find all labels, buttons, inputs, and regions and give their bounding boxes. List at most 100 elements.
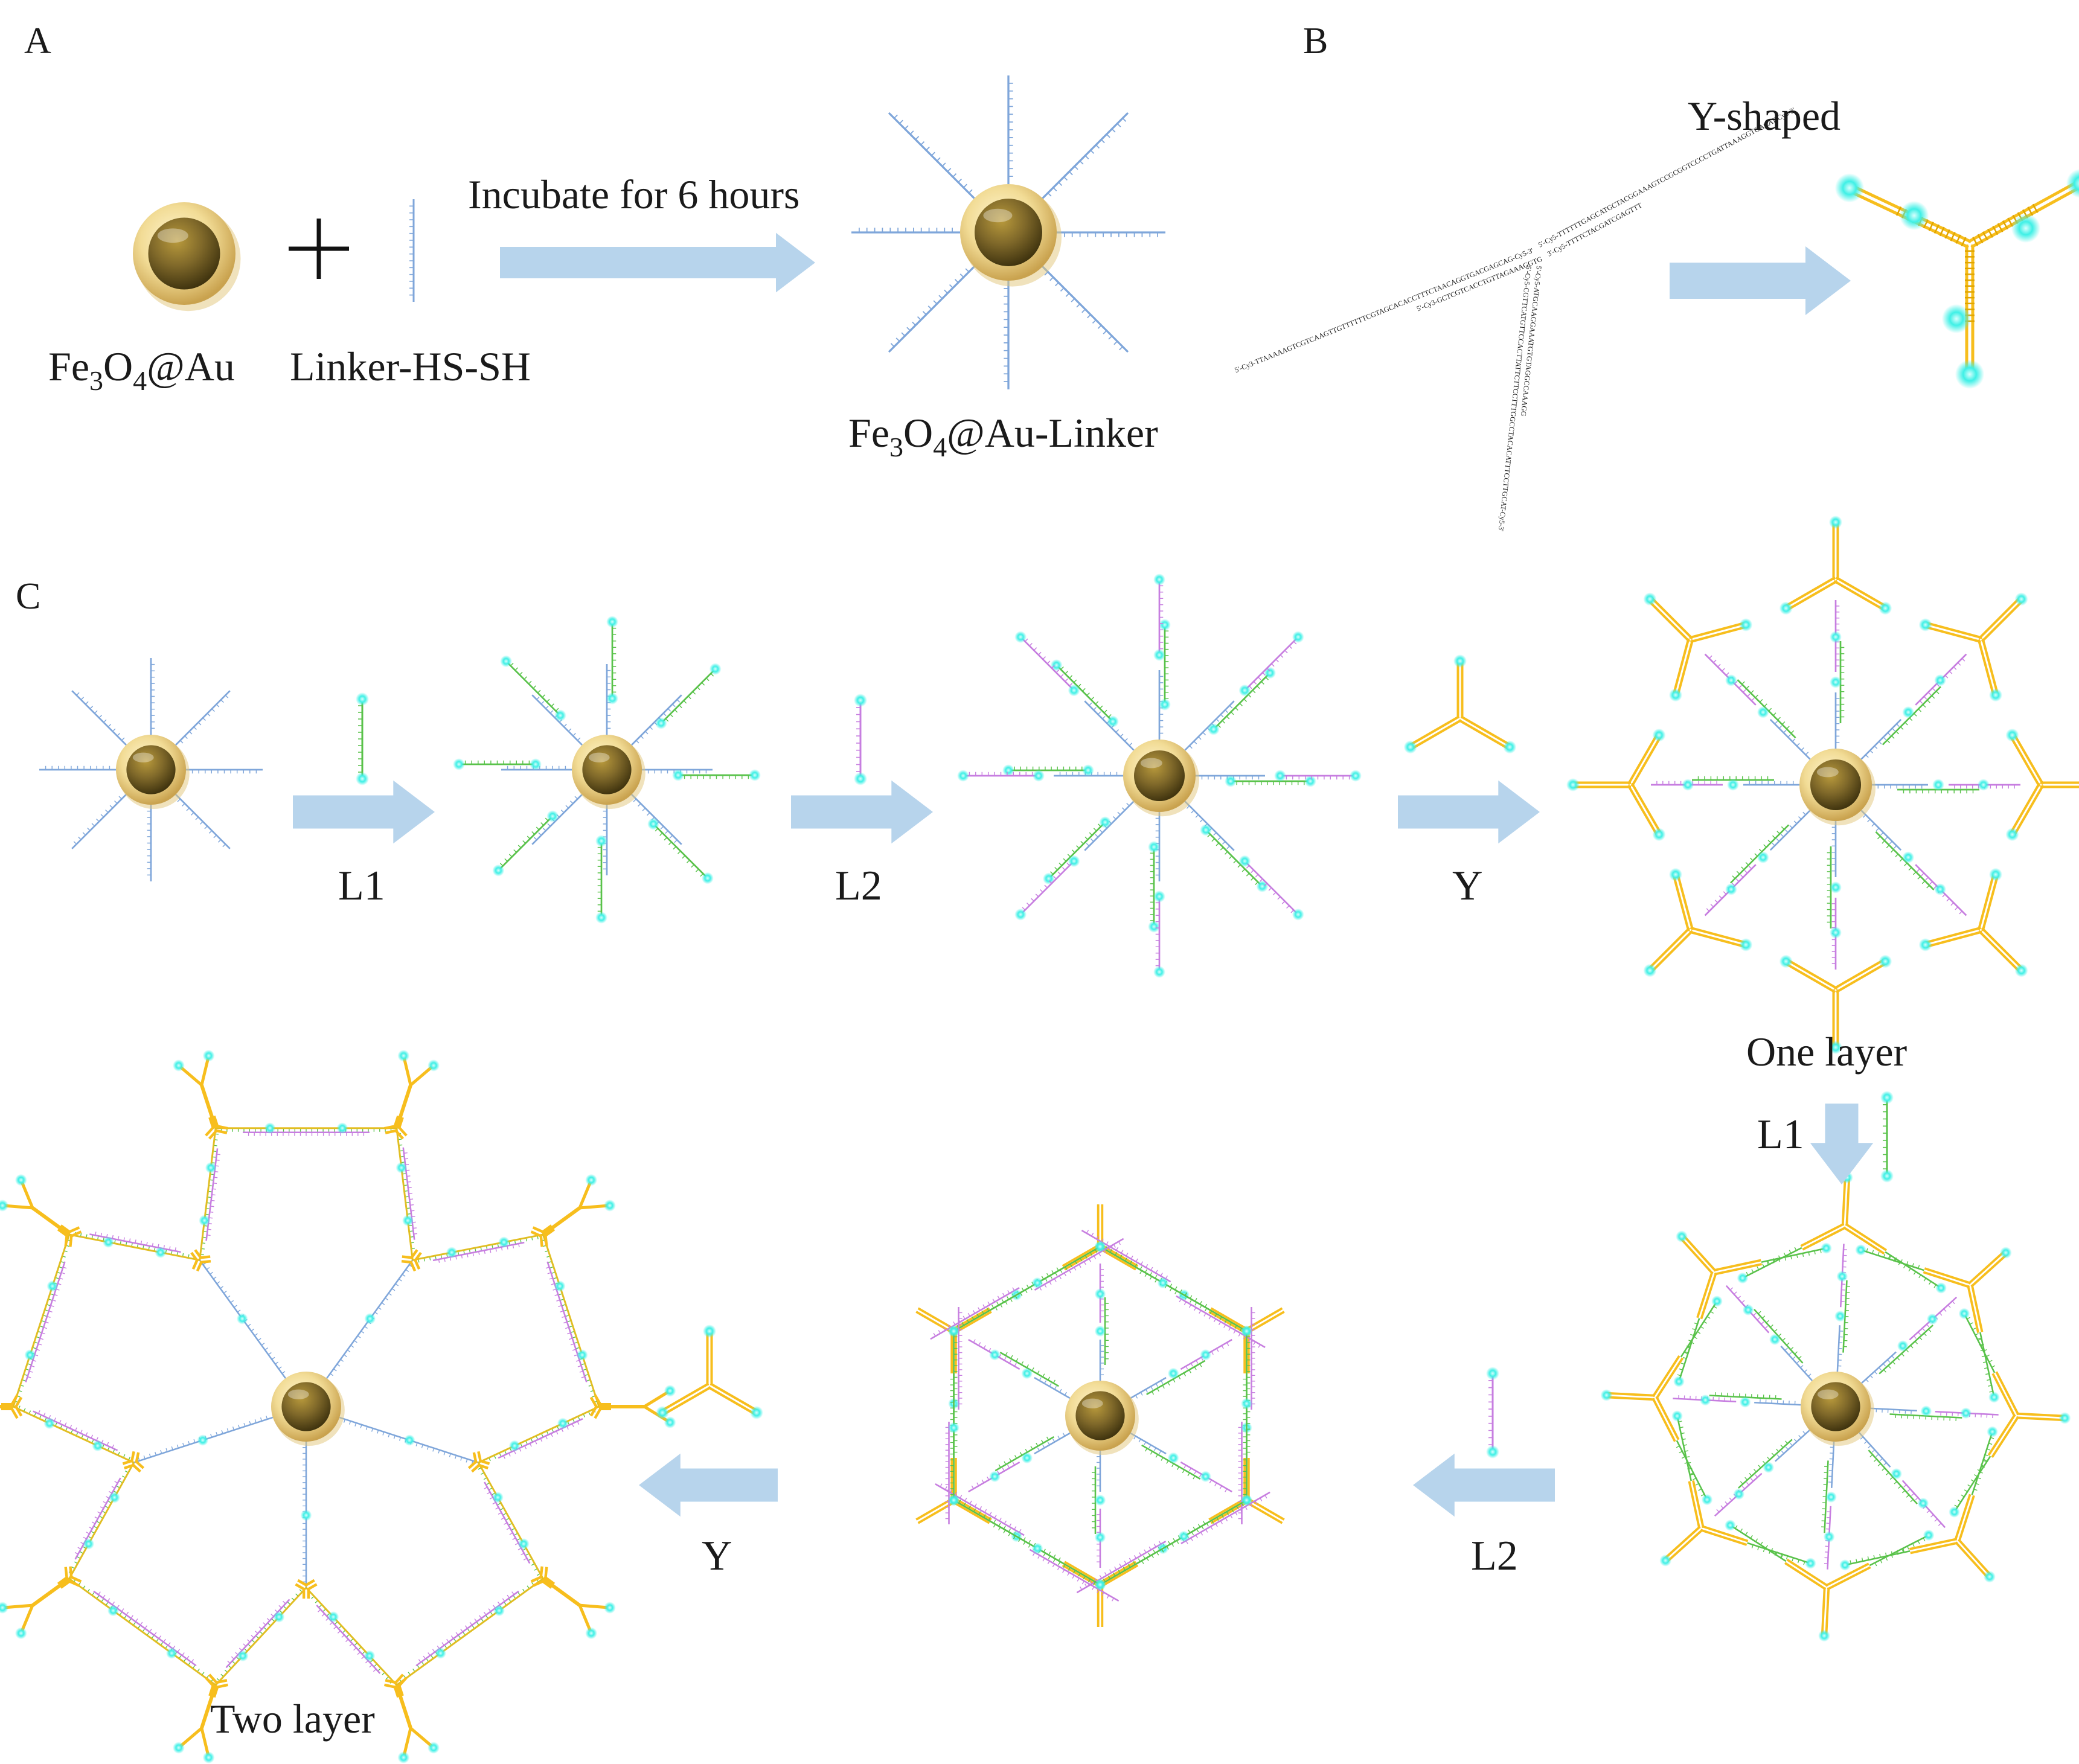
y-arm [1098,1247,1136,1271]
base-ticks [1152,1363,1202,1395]
plus-icon [289,219,349,279]
stage-one-layer-l1 [1600,1171,2071,1642]
y-arm [1663,1526,1701,1560]
base-ticks [478,1467,541,1576]
y-arm [2013,733,2044,785]
y-tip [31,1577,71,1607]
dye-icon [43,1417,56,1430]
dye-icon [1068,684,1080,697]
l1-l2-strands [1002,764,1094,776]
base-ticks [856,707,860,772]
y-arm [1676,639,1694,696]
base-ticks [1883,1104,1887,1169]
y-arm [1631,783,1662,834]
left-arrow-icon [1413,1453,1555,1517]
dye-icon [1031,1277,1043,1289]
base-ticks [45,765,111,770]
dye-icon [1701,1494,1713,1506]
dye-icon [517,1538,530,1550]
y-arm [1064,1561,1102,1584]
base-ticks [1039,1241,1121,1291]
base-ticks [151,663,155,729]
dye-icon [1238,855,1251,868]
y-arm [1967,1250,2005,1285]
dye-icon [948,1494,959,1506]
dye-icon [453,758,465,770]
y-arm [397,1676,408,1688]
dye-icon [1682,779,1694,791]
y-arm [594,1394,603,1407]
y-arm [1981,927,2024,970]
dna-strand [1971,1431,1993,1495]
dye-icon [1988,1392,2000,1403]
dye-icon [1673,1376,1685,1387]
y-link [199,1128,217,1261]
y-dna-icon [1403,654,1517,754]
dye-icon [854,772,867,785]
y-arm [1970,1253,2008,1288]
y-arm [472,1452,478,1463]
dye-icon [603,1602,616,1614]
right-arrow-icon [500,232,815,293]
base-ticks [358,705,362,773]
base-ticks [1860,1436,1887,1466]
dye-icon [1739,618,1753,631]
base-ticks [216,1589,303,1681]
dye-icon [1934,674,1946,686]
base-ticks [37,1410,115,1448]
base-ticks [330,1264,412,1376]
dye-icon [703,1325,716,1338]
dna-strand [1742,1247,1802,1279]
l2-strand [545,1261,588,1382]
base-ticks [1714,1392,1776,1399]
l2-strand-icon [1486,1367,1499,1459]
y-arm [216,1683,228,1689]
y-arm [10,1407,19,1419]
l2-strand [1180,1491,1270,1545]
dye-icon [1167,1367,1179,1379]
dye-icon [606,692,618,705]
base-ticks [73,796,123,845]
dye-icon [356,772,369,785]
base-ticks [1895,1414,1957,1421]
panel-c: L1 L2 Y One layer L1 L2 Y Two layer [0,516,2079,1764]
l2-strand [225,1599,290,1669]
y-arm [64,1234,68,1247]
dye-icon [854,694,867,707]
y-link [478,1462,544,1579]
l2-strand [243,1131,370,1136]
y-arm [1958,1495,1975,1542]
y-arm [1682,1234,1717,1272]
dye-icon [1002,764,1014,776]
l2-strand [958,1307,963,1410]
base-ticks [940,1483,1022,1533]
y-arm [306,1583,318,1591]
y-tip [395,1084,412,1129]
y-arm [1690,625,1747,643]
dye-icon [1818,1629,1830,1642]
dye-icon [585,1627,598,1640]
y-arm [1690,927,1747,944]
base-ticks [1840,647,1845,718]
base-ticks [1165,630,1169,699]
dye-icon [1891,1468,1902,1480]
y-arm [954,1497,992,1521]
dye-icon [14,1174,27,1186]
base-ticks [343,1419,473,1465]
dye-icon [1292,631,1304,644]
base-ticks [1155,902,1159,967]
dye-icon [1668,868,1682,881]
dye-icon [1918,938,1932,952]
y-arm [1978,930,2021,973]
base-ticks [1185,1495,1267,1544]
y-arm [544,1567,548,1579]
dye-icon [0,1200,9,1212]
y-arm [662,1386,711,1416]
y-link [396,1128,414,1261]
base-ticks [403,1152,418,1235]
y-arm [1100,1564,1139,1588]
l1-strand [500,655,566,722]
dye-icon [428,1742,440,1754]
dye-icon [2011,213,2041,243]
y-arm [1688,1481,1701,1529]
